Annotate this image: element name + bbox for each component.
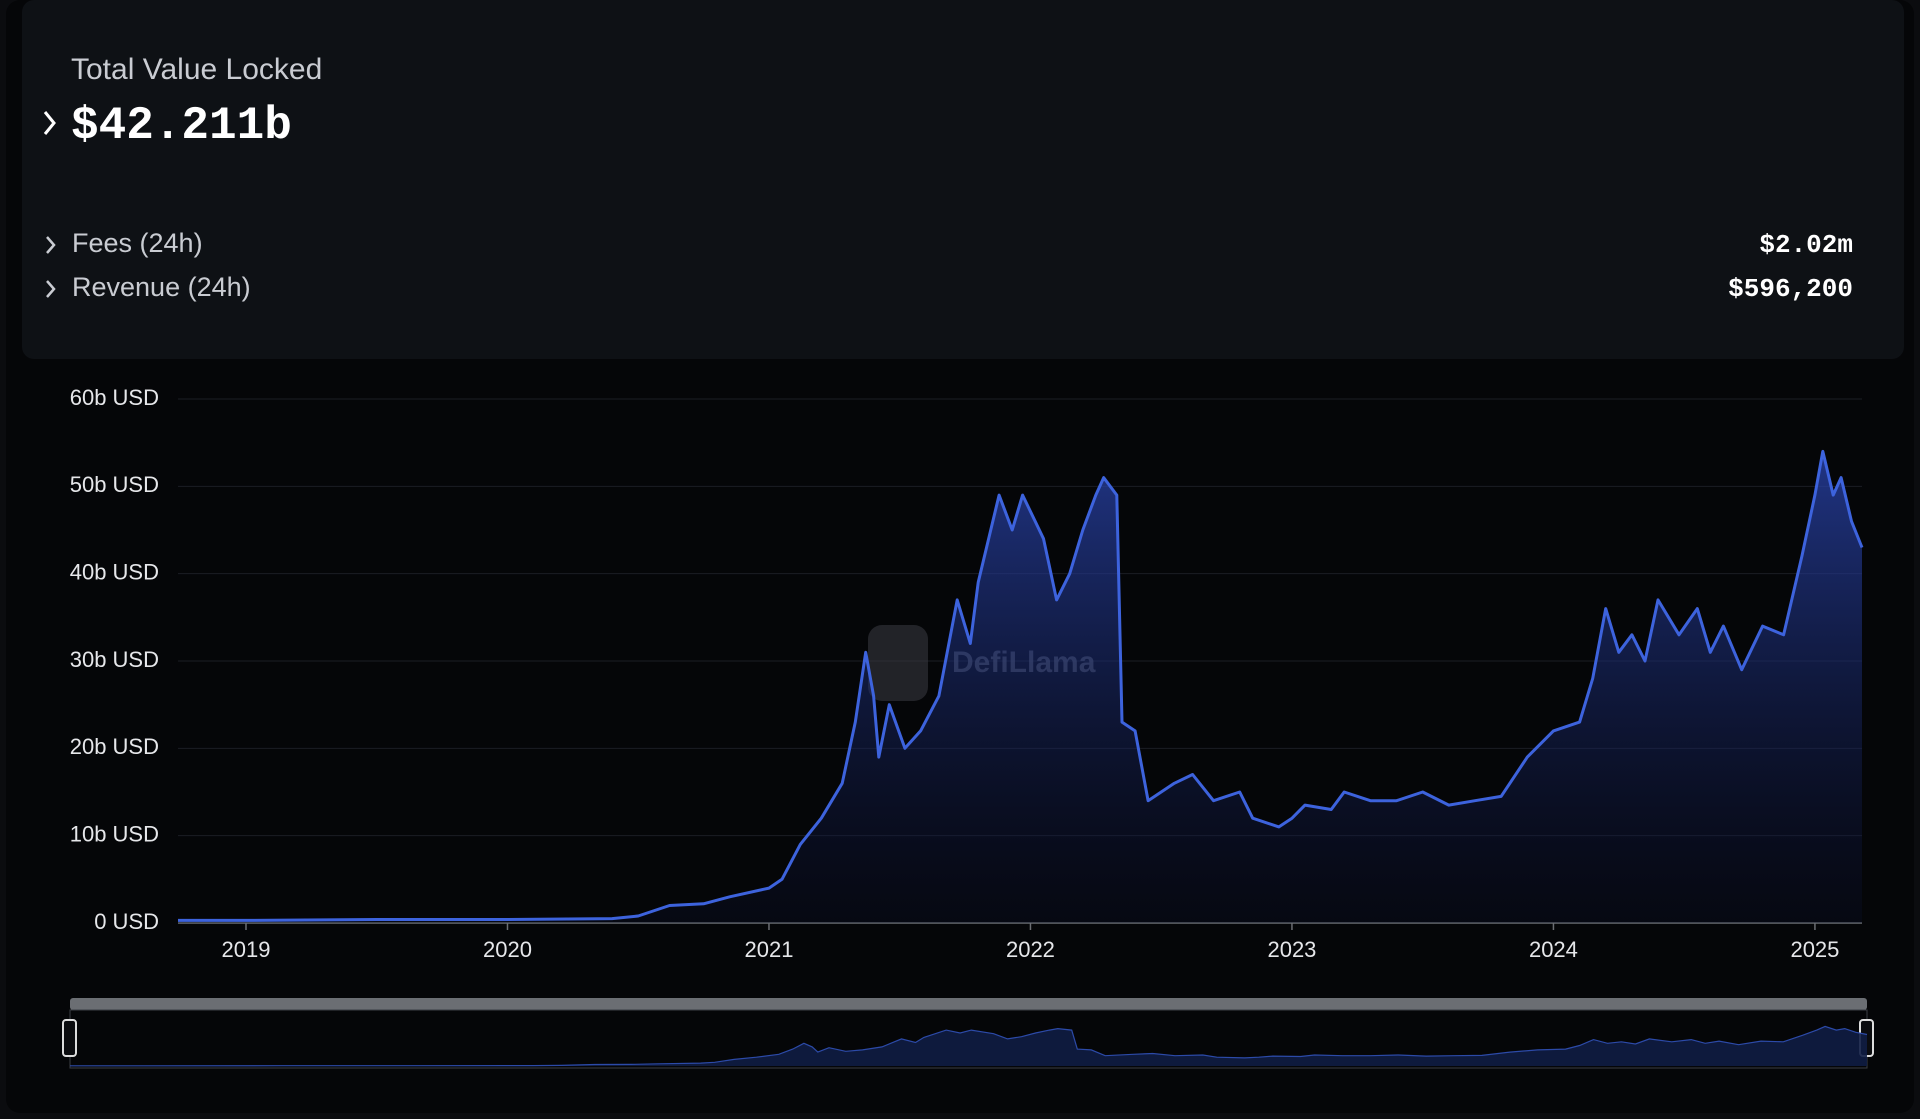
x-tick-label: 2022 [1006, 937, 1055, 962]
stats-panel [22, 0, 1904, 359]
revenue-value: $596,200 [1728, 274, 1853, 304]
y-tick-label: 50b USD [70, 472, 159, 497]
plot: 0 USD 10b USD 20b USD 30b USD 40b USD 50b USD… [70, 385, 1864, 962]
navigator-bar[interactable] [70, 998, 1867, 1010]
line [178, 449, 1864, 922]
fees-value: $2.02m [1759, 230, 1853, 260]
revenue-chevron[interactable] [46, 280, 56, 298]
x-tick-label: 2019 [222, 937, 271, 962]
fees-label[interactable]: Fees (24h) [72, 228, 203, 258]
navigator-handle-left[interactable] [62, 1019, 77, 1057]
x-tick-label: 2020 [483, 937, 532, 962]
navigator-line [70, 1025, 1868, 1067]
y-tick-label: 60b USD [70, 385, 159, 410]
revenue-label[interactable]: Revenue (24h) [72, 272, 251, 302]
x-tick-label: 2023 [1267, 937, 1316, 962]
tvl-value: $42.211b [71, 100, 292, 152]
x-tick-label: 2024 [1529, 937, 1578, 962]
y-tick-label: 40b USD [70, 559, 159, 584]
fees-chevron[interactable] [46, 236, 56, 254]
y-tick-label: 0 USD [94, 909, 159, 934]
x-tick-label: 2025 [1790, 937, 1839, 962]
watermark-logo [868, 625, 928, 701]
tvl-label: Total Value Locked [71, 53, 322, 86]
y-tick-label: 10b USD [70, 821, 159, 846]
y-tick-label: 20b USD [70, 734, 159, 759]
y-tick-label: 30b USD [70, 647, 159, 672]
x-tick-label: 2021 [744, 937, 793, 962]
expand-chevron[interactable] [43, 111, 56, 135]
area-fill [178, 451, 1862, 923]
